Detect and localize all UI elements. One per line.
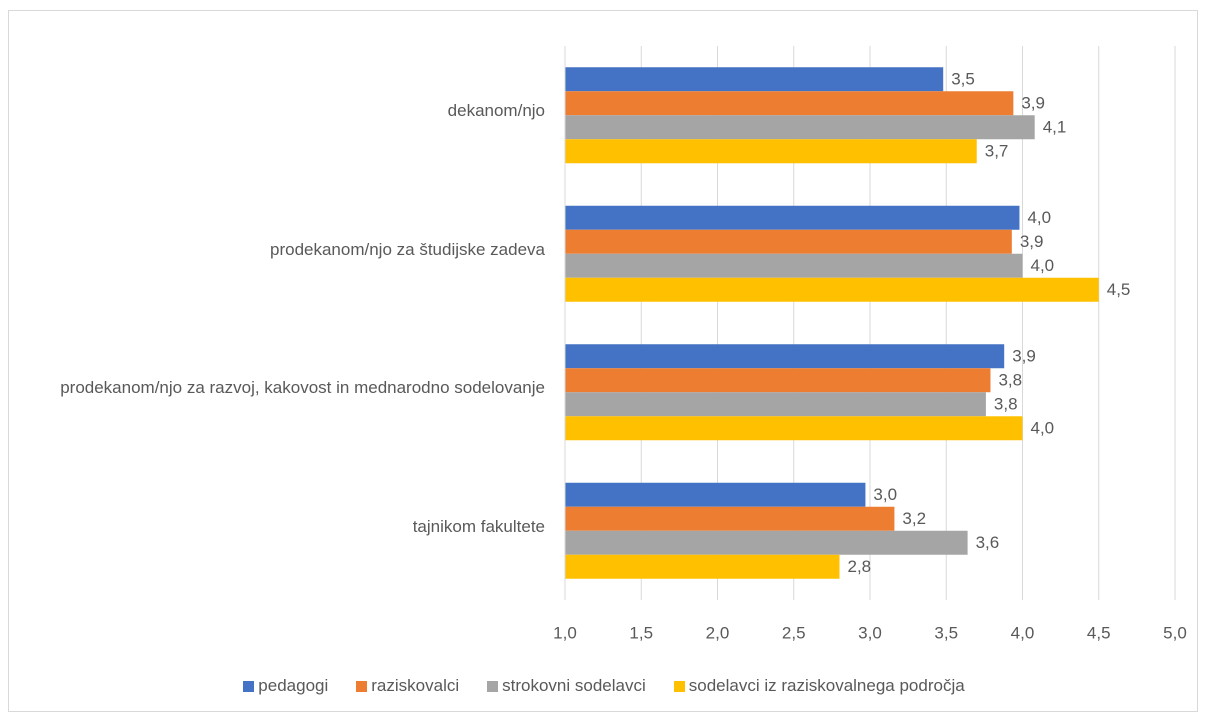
chart-frame <box>8 10 1198 712</box>
bar <box>565 253 1023 278</box>
x-tick-label: 1,5 <box>629 623 653 642</box>
bar <box>565 392 986 417</box>
data-label: 4,0 <box>1031 419 1055 438</box>
bar <box>565 115 1035 140</box>
legend-label: raziskovalci <box>371 676 460 695</box>
x-tick-label: 5,0 <box>1163 623 1187 642</box>
data-label: 4,0 <box>1027 208 1051 227</box>
bar <box>565 67 944 92</box>
bar <box>565 416 1023 441</box>
x-tick-label: 4,5 <box>1087 623 1111 642</box>
bar <box>565 368 991 393</box>
data-label: 3,7 <box>985 142 1009 161</box>
x-tick-label: 1,0 <box>553 623 577 642</box>
legend-item: raziskovalci <box>356 676 459 696</box>
data-label: 2,8 <box>848 557 872 576</box>
y-tick-label: tajnikom fakultete <box>412 516 545 536</box>
data-label: 4,0 <box>1031 256 1055 275</box>
y-tick-label: prodekanom/njo za študijske zadeva <box>270 239 545 259</box>
legend-label: sodelavci iz raziskovalnega področja <box>688 676 965 695</box>
x-tick-label: 2,5 <box>782 623 806 642</box>
data-label: 4,1 <box>1043 118 1067 137</box>
bar <box>565 482 866 507</box>
bar <box>565 139 977 164</box>
x-tick-label: 3,5 <box>934 623 958 642</box>
legend-item: sodelavci iz raziskovalnega področja <box>673 676 965 696</box>
legend-item: strokovni sodelavci <box>487 676 646 696</box>
data-label: 3,9 <box>1021 94 1045 113</box>
data-label: 3,6 <box>976 533 1000 552</box>
legend: pedagogi raziskovalci strokovni sodelavci s… <box>0 676 1208 696</box>
data-label: 3,5 <box>951 70 975 89</box>
x-tick-label: 2,0 <box>706 623 730 642</box>
data-label: 3,0 <box>873 485 897 504</box>
bar <box>565 205 1020 230</box>
y-tick-label: prodekanom/njo za razvoj, kakovost in me… <box>60 378 545 398</box>
legend-label: strokovni sodelavci <box>502 676 646 695</box>
bar <box>565 229 1012 254</box>
legend-label: pedagogi <box>258 676 329 695</box>
data-label: 3,2 <box>902 509 926 528</box>
legend-swatch <box>487 680 499 692</box>
x-tick-label: 3,0 <box>858 623 882 642</box>
bar <box>565 91 1014 116</box>
x-tick-label: 4,0 <box>1011 623 1035 642</box>
legend-item: pedagogi <box>243 676 328 696</box>
legend-swatch <box>356 680 368 692</box>
legend-swatch <box>673 680 685 692</box>
bar <box>565 344 1005 369</box>
data-label: 3,9 <box>1012 347 1036 366</box>
data-label: 3,9 <box>1020 232 1044 251</box>
y-tick-label: dekanom/njo <box>447 101 545 121</box>
bar <box>565 554 840 579</box>
data-label: 3,8 <box>998 371 1022 390</box>
data-label: 4,5 <box>1107 280 1131 299</box>
bar <box>565 277 1099 302</box>
data-label: 3,8 <box>994 395 1018 414</box>
bar <box>565 506 895 531</box>
bar <box>565 530 968 555</box>
legend-swatch <box>243 680 255 692</box>
